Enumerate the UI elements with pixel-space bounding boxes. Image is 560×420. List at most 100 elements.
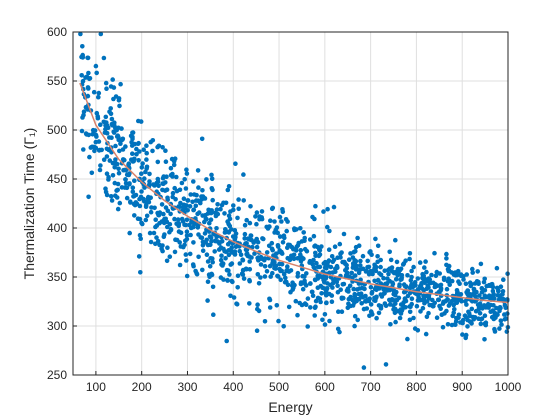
data-point [205, 211, 211, 216]
data-point [330, 270, 336, 275]
data-point [365, 258, 371, 264]
data-point [244, 217, 249, 223]
data-point [248, 204, 253, 209]
data-point [242, 231, 248, 237]
data-point [317, 252, 323, 257]
data-point [162, 232, 167, 237]
data-point [91, 89, 97, 95]
data-point [393, 277, 399, 282]
data-point [291, 252, 297, 258]
data-point [118, 81, 123, 87]
data-point [227, 216, 233, 222]
data-point [387, 249, 393, 255]
data-point [498, 284, 504, 290]
data-point [170, 174, 175, 179]
data-point [410, 284, 416, 290]
data-point [232, 249, 238, 254]
data-point [432, 300, 438, 306]
data-point [323, 290, 328, 296]
data-point [298, 252, 303, 257]
data-point [472, 289, 477, 295]
data-point [170, 190, 176, 196]
data-point [155, 159, 161, 165]
data-point [327, 291, 332, 297]
data-point [438, 306, 444, 312]
data-point [298, 226, 303, 231]
data-point [207, 264, 213, 269]
data-point [270, 247, 276, 253]
data-point [112, 165, 117, 170]
data-point [98, 31, 104, 37]
data-point [163, 159, 169, 164]
data-point [453, 322, 458, 328]
data-point [114, 195, 120, 200]
data-point [378, 303, 384, 309]
data-point [172, 156, 178, 161]
data-point [411, 264, 416, 270]
data-point [178, 200, 183, 206]
data-point [313, 250, 318, 256]
data-point [103, 114, 109, 120]
x-tick-label: 300 [177, 380, 197, 394]
data-point [326, 258, 332, 263]
data-point [222, 211, 227, 216]
data-point [221, 246, 226, 252]
data-point [360, 266, 366, 272]
data-point [254, 244, 260, 250]
data-point [80, 44, 85, 49]
data-point [168, 165, 174, 171]
data-point [165, 245, 170, 250]
data-point [120, 137, 125, 142]
data-point [282, 235, 287, 241]
data-point [385, 276, 390, 281]
data-point [274, 303, 280, 308]
data-point [498, 318, 504, 324]
data-point [494, 305, 499, 311]
data-point [209, 176, 215, 182]
data-point [86, 86, 91, 91]
data-point [315, 285, 321, 291]
data-point [314, 260, 319, 266]
data-point [325, 224, 330, 230]
data-point [215, 202, 220, 207]
data-point [247, 220, 253, 226]
data-point [497, 326, 502, 331]
data-point [469, 321, 474, 326]
data-point [154, 235, 159, 240]
data-point [422, 280, 428, 286]
data-point [136, 158, 141, 163]
data-point [329, 299, 335, 305]
data-point [402, 296, 408, 302]
data-point [389, 269, 395, 274]
data-point [311, 257, 316, 263]
data-point [445, 266, 451, 272]
data-point [123, 168, 129, 173]
data-point [294, 227, 299, 232]
data-point [444, 262, 449, 268]
data-point [227, 272, 232, 277]
data-point [295, 312, 300, 318]
data-point [172, 216, 177, 222]
data-point [293, 248, 299, 253]
data-point [202, 231, 208, 236]
data-point [86, 194, 91, 200]
data-point [501, 277, 506, 283]
data-point [470, 270, 476, 275]
data-point [122, 185, 128, 190]
data-point [200, 188, 205, 193]
data-point [422, 265, 427, 270]
data-point [293, 298, 299, 304]
data-point [182, 177, 187, 182]
data-point [441, 275, 447, 281]
data-point [223, 255, 228, 261]
data-point [391, 303, 396, 308]
data-point [444, 286, 450, 292]
data-point [195, 211, 200, 217]
data-point [198, 235, 203, 240]
data-point [184, 258, 189, 263]
data-point [465, 317, 471, 323]
data-point [205, 298, 210, 303]
data-point [167, 229, 172, 235]
data-point [407, 309, 413, 315]
